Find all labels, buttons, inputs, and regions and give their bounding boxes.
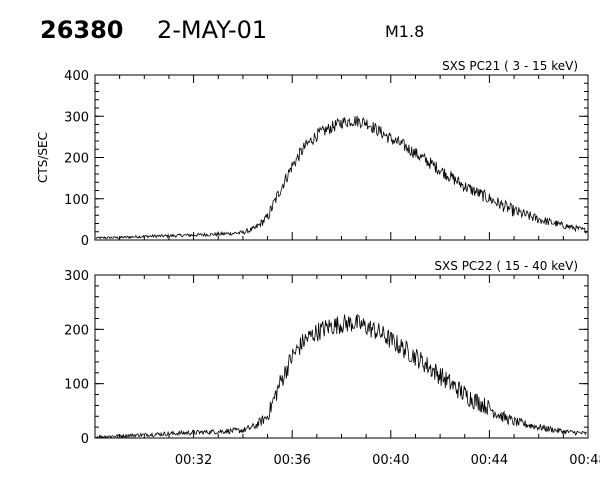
y-tick-label: 100 [64, 193, 89, 208]
flare-class: M1.8 [385, 22, 425, 41]
event-number: 26380 [40, 16, 124, 44]
x-tick-label: 00:48 [569, 453, 600, 468]
panel-pc21: SXS PC21 ( 3 - 15 keV) CTS/SEC 0 100 200 300 4… [36, 59, 589, 249]
y-tick-label: 300 [64, 269, 89, 284]
y-tick-label: 0 [81, 432, 89, 447]
y-tick-label: 200 [64, 323, 89, 338]
plot-frame [94, 274, 589, 439]
x-tick-label: 00:44 [471, 453, 508, 468]
y-tick-label: 300 [64, 110, 89, 125]
panel-title: SXS PC21 ( 3 - 15 keV) [442, 59, 578, 73]
lightcurve-line [95, 313, 587, 439]
panel-title: SXS PC22 ( 15 - 40 keV) [434, 259, 578, 273]
y-tick-label: 400 [64, 69, 89, 84]
lightcurve-line [95, 115, 588, 240]
panel-pc22: SXS PC22 ( 15 - 40 keV) 0 100 200 300 00:32 00… [64, 259, 600, 468]
y-axis-label: CTS/SEC [36, 132, 50, 183]
observation-date: 2-MAY-01 [157, 16, 268, 44]
y-tick-label: 0 [81, 234, 89, 249]
x-tick-label: 00:32 [175, 453, 212, 468]
x-tick-label: 00:40 [372, 453, 409, 468]
x-tick-label: 00:36 [273, 453, 310, 468]
y-tick-label: 100 [64, 378, 89, 393]
y-tick-label: 200 [64, 152, 89, 167]
